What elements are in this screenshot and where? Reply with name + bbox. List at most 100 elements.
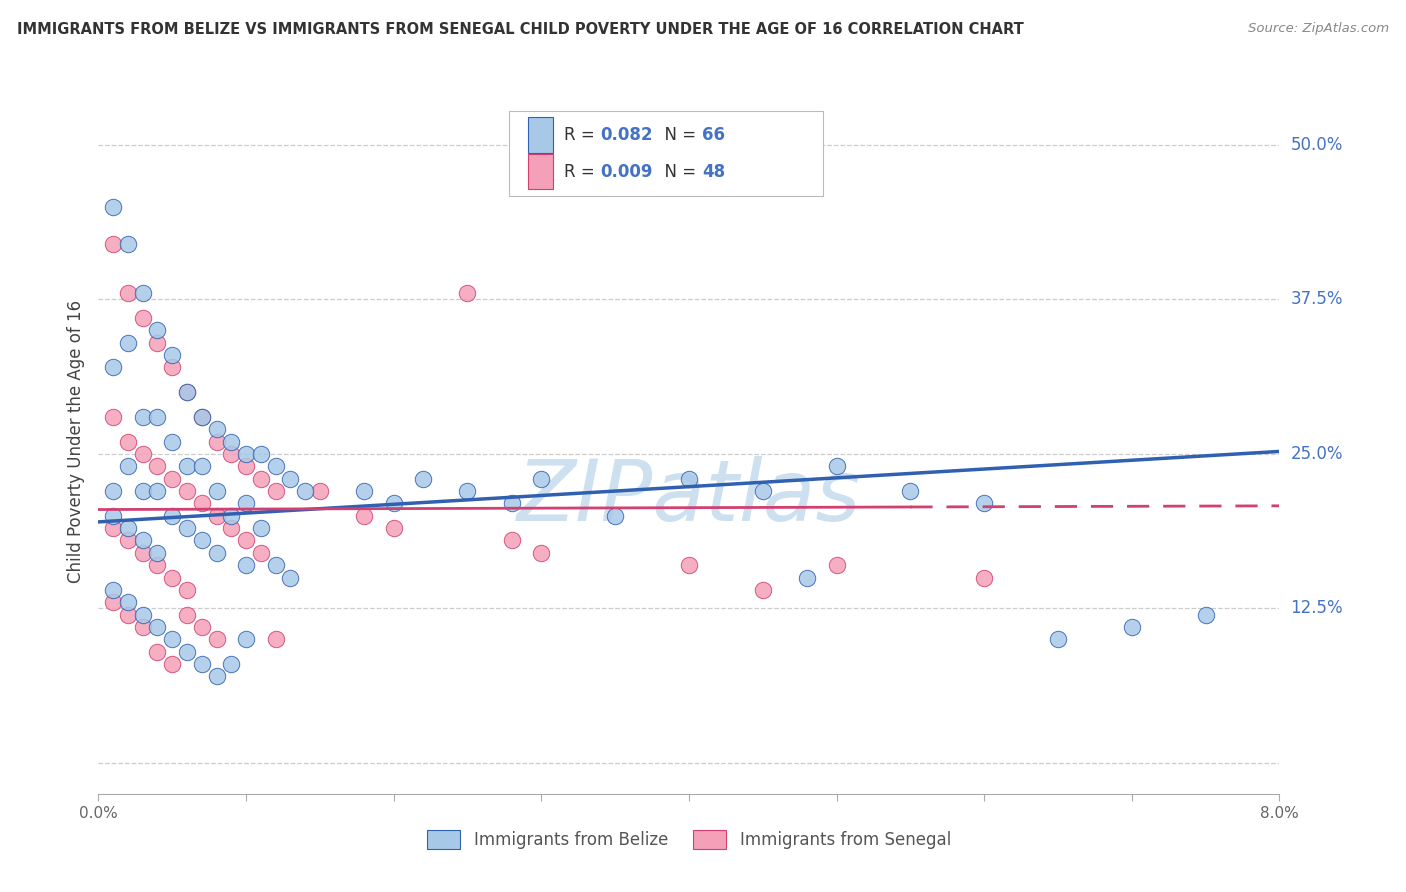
Immigrants from Belize [146,323,169,337]
Immigrants from Senegal [264,483,287,498]
Immigrants from Belize [235,558,257,573]
Immigrants from Senegal [205,632,228,647]
Immigrants from Belize [221,657,243,671]
Text: 66: 66 [702,127,725,145]
Immigrants from Senegal [132,620,155,634]
Immigrants from Belize [205,422,228,436]
Immigrants from Belize [752,483,775,498]
Immigrants from Senegal [162,360,183,375]
Immigrants from Belize [146,546,169,560]
Immigrants from Belize [117,335,139,350]
Immigrants from Belize [235,632,257,647]
Immigrants from Belize [501,496,523,510]
Text: 0.009: 0.009 [600,162,654,180]
Immigrants from Senegal [264,632,287,647]
Immigrants from Belize [132,286,155,301]
Immigrants from Belize [132,607,155,622]
Immigrants from Senegal [221,521,243,535]
Immigrants from Belize [235,447,257,461]
Immigrants from Senegal [103,521,125,535]
Text: Source: ZipAtlas.com: Source: ZipAtlas.com [1249,22,1389,36]
Immigrants from Senegal [221,447,243,461]
Immigrants from Senegal [752,582,775,597]
Immigrants from Belize [221,434,243,449]
Immigrants from Belize [796,570,818,584]
Immigrants from Belize [825,459,848,474]
Text: 0.082: 0.082 [600,127,654,145]
Immigrants from Senegal [250,472,273,486]
Immigrants from Belize [1121,620,1143,634]
Immigrants from Belize [900,483,922,498]
Immigrants from Senegal [103,409,125,424]
Immigrants from Belize [103,582,125,597]
Text: ZIPatlas: ZIPatlas [517,457,860,540]
Immigrants from Belize [235,496,257,510]
Immigrants from Belize [221,508,243,523]
Immigrants from Senegal [678,558,700,573]
Immigrants from Senegal [103,236,125,251]
Text: 25.0%: 25.0% [1291,445,1343,463]
Immigrants from Senegal [132,447,155,461]
Text: R =: R = [564,162,600,180]
Immigrants from Belize [280,472,302,486]
Immigrants from Belize [530,472,553,486]
Immigrants from Senegal [353,508,375,523]
Immigrants from Belize [176,521,198,535]
Immigrants from Senegal [176,607,198,622]
Immigrants from Belize [117,459,139,474]
Immigrants from Senegal [501,533,523,548]
Immigrants from Belize [176,459,198,474]
Immigrants from Belize [191,533,214,548]
Immigrants from Belize [353,483,375,498]
Immigrants from Senegal [103,595,125,609]
Immigrants from Senegal [146,645,169,659]
Immigrants from Senegal [117,434,139,449]
Immigrants from Belize [264,459,287,474]
Immigrants from Belize [146,620,169,634]
Immigrants from Belize [132,483,155,498]
Immigrants from Belize [1195,607,1218,622]
Text: 50.0%: 50.0% [1291,136,1343,153]
Immigrants from Senegal [117,607,139,622]
Immigrants from Belize [191,657,214,671]
Immigrants from Belize [162,632,183,647]
Immigrants from Belize [205,546,228,560]
Immigrants from Senegal [132,310,155,325]
Immigrants from Senegal [191,620,214,634]
Immigrants from Belize [103,483,125,498]
Immigrants from Senegal [235,459,257,474]
Immigrants from Senegal [205,508,228,523]
Immigrants from Belize [132,409,155,424]
Immigrants from Belize [250,447,273,461]
Immigrants from Senegal [162,570,183,584]
Immigrants from Senegal [382,521,405,535]
Immigrants from Senegal [176,582,198,597]
Immigrants from Senegal [132,546,155,560]
Immigrants from Belize [162,434,183,449]
Immigrants from Belize [117,236,139,251]
Immigrants from Belize [103,508,125,523]
Text: N =: N = [654,127,702,145]
Immigrants from Senegal [309,483,332,498]
Immigrants from Belize [117,521,139,535]
Immigrants from Belize [191,459,214,474]
Immigrants from Senegal [162,657,183,671]
Immigrants from Senegal [146,335,169,350]
Immigrants from Belize [191,409,214,424]
Text: 12.5%: 12.5% [1291,599,1343,617]
Immigrants from Belize [103,200,125,214]
Immigrants from Belize [176,645,198,659]
Immigrants from Senegal [162,472,183,486]
Immigrants from Senegal [117,286,139,301]
Immigrants from Belize [162,348,183,362]
Text: 37.5%: 37.5% [1291,291,1343,309]
Immigrants from Senegal [530,546,553,560]
Immigrants from Belize [412,472,434,486]
Immigrants from Senegal [250,546,273,560]
Immigrants from Belize [973,496,995,510]
Immigrants from Belize [294,483,316,498]
Immigrants from Senegal [117,533,139,548]
Text: R =: R = [564,127,600,145]
Immigrants from Senegal [973,570,995,584]
Y-axis label: Child Poverty Under the Age of 16: Child Poverty Under the Age of 16 [66,300,84,583]
